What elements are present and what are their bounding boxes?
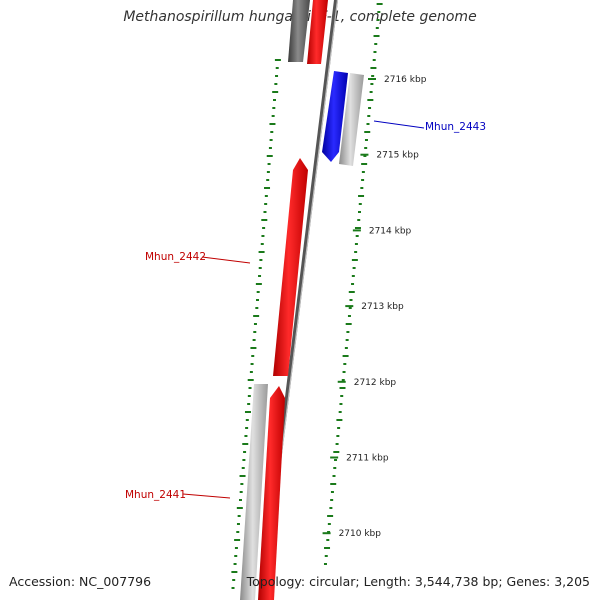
- accession-label: Accession: NC_007796: [9, 574, 152, 589]
- label-line-mhun-2443: [373, 120, 425, 129]
- tick-label: 2710 kbp: [339, 529, 382, 539]
- tick-label: 2715 kbp: [376, 151, 419, 161]
- gene-mhun-2442-shape[interactable]: [273, 158, 308, 376]
- gene-red-top: [307, 0, 328, 64]
- label-line-mhun-2442: [201, 256, 251, 264]
- gene-dark-gray-top: [288, 0, 310, 62]
- tick-label: 2713 kbp: [361, 302, 404, 312]
- gene-mhun-2443-shape[interactable]: [322, 71, 348, 162]
- gene-gray-reverse: [339, 73, 364, 166]
- gene-label-mhun-2442[interactable]: Mhun_2442: [145, 251, 206, 263]
- gene-label-mhun-2443[interactable]: Mhun_2443: [425, 121, 486, 133]
- gene-mhun-2441-shape[interactable]: [258, 386, 285, 600]
- tick-label: 2712 kbp: [354, 378, 397, 388]
- tick-label: 2714 kbp: [369, 226, 412, 236]
- position-ticks: 2716 kbp 2715 kbp 2714 kbp 2713 kbp 2712 kbp…: [322, 75, 427, 539]
- tick-label: 2711 kbp: [346, 454, 389, 464]
- genome-summary-label: Topology: circular; Length: 3,544,738 bp…: [246, 574, 590, 589]
- label-line-mhun-2441: [182, 493, 231, 499]
- gc-content-track: [231, 3, 383, 589]
- gene-gray-forward: [240, 384, 268, 600]
- tick-label: 2716 kbp: [384, 75, 427, 85]
- gene-label-mhun-2441[interactable]: Mhun_2441: [125, 489, 186, 501]
